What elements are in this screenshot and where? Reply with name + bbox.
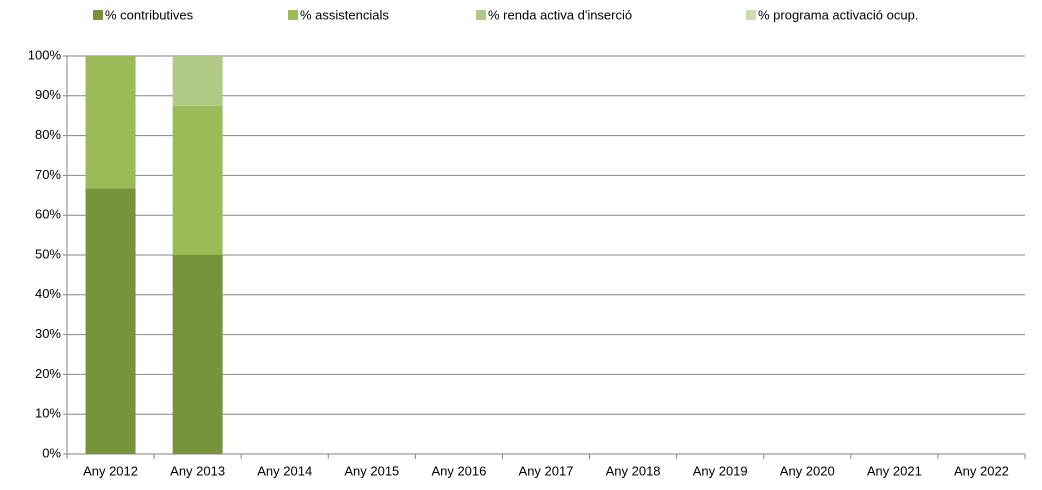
y-tick-label: 20% (35, 366, 61, 381)
legend-swatch (476, 10, 486, 20)
legend-label: % contributives (105, 7, 194, 22)
y-tick-label: 10% (35, 406, 61, 421)
bar-segment (172, 255, 223, 454)
y-tick-label: 70% (35, 167, 61, 182)
legend-label: % assistencials (300, 7, 389, 22)
x-tick-label: Any 2016 (431, 463, 486, 478)
x-tick-label: Any 2017 (519, 463, 574, 478)
x-tick-label: Any 2022 (954, 463, 1009, 478)
y-tick-label: 100% (28, 47, 62, 62)
x-tick-label: Any 2015 (344, 463, 399, 478)
y-tick-label: 30% (35, 326, 61, 341)
legend-swatch (746, 10, 756, 20)
y-tick-label: 90% (35, 87, 61, 102)
y-tick-label: 40% (35, 286, 61, 301)
x-tick-label: Any 2019 (693, 463, 748, 478)
y-tick-label: 60% (35, 207, 61, 222)
x-tick-label: Any 2013 (170, 463, 225, 478)
x-tick-label: Any 2012 (83, 463, 138, 478)
bar-segment (85, 188, 136, 454)
y-tick-label: 0% (42, 445, 61, 460)
y-tick-label: 80% (35, 127, 61, 142)
legend-swatch (288, 10, 298, 20)
x-tick-label: Any 2021 (867, 463, 922, 478)
bar-segment (172, 56, 223, 106)
x-tick-label: Any 2014 (257, 463, 312, 478)
legend-swatch (93, 10, 103, 20)
legend-label: % programa activació ocup. (758, 7, 918, 22)
x-tick-label: Any 2020 (780, 463, 835, 478)
bar-segment (172, 105, 223, 255)
legend-label: % renda activa d'inserció (488, 7, 632, 22)
bar-segment (85, 56, 136, 189)
y-tick-label: 50% (35, 246, 61, 261)
x-tick-label: Any 2018 (606, 463, 661, 478)
